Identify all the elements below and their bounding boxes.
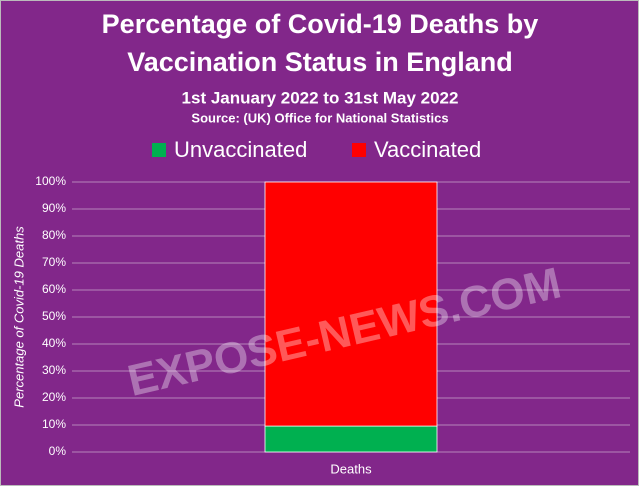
bar-segment <box>264 425 438 453</box>
chart-subtitle: 1st January 2022 to 31st May 2022 <box>182 88 459 107</box>
y-tick-label: 100% <box>35 174 66 188</box>
legend-swatch <box>352 143 366 157</box>
chart-title: Vaccination Status in England <box>127 47 513 77</box>
legend-label: Unvaccinated <box>174 137 307 162</box>
y-tick-label: 40% <box>42 336 66 350</box>
y-tick-label: 10% <box>42 417 66 431</box>
chart-source: Source: (UK) Office for National Statist… <box>191 110 448 125</box>
legend-swatch <box>152 143 166 157</box>
x-tick-label: Deaths <box>330 461 372 476</box>
chart-title: Percentage of Covid-19 Deaths by <box>102 9 539 39</box>
y-tick-label: 90% <box>42 201 66 215</box>
y-tick-label: 20% <box>42 390 66 404</box>
y-axis-label: Percentage of Covid-19 Deaths <box>11 226 26 408</box>
y-tick-label: 80% <box>42 228 66 242</box>
y-tick-label: 0% <box>49 444 67 458</box>
y-tick-label: 60% <box>42 282 66 296</box>
y-tick-label: 30% <box>42 363 66 377</box>
y-tick-label: 70% <box>42 255 66 269</box>
legend-label: Vaccinated <box>374 137 481 162</box>
bar-segment <box>264 181 438 427</box>
y-tick-label: 50% <box>42 309 66 323</box>
